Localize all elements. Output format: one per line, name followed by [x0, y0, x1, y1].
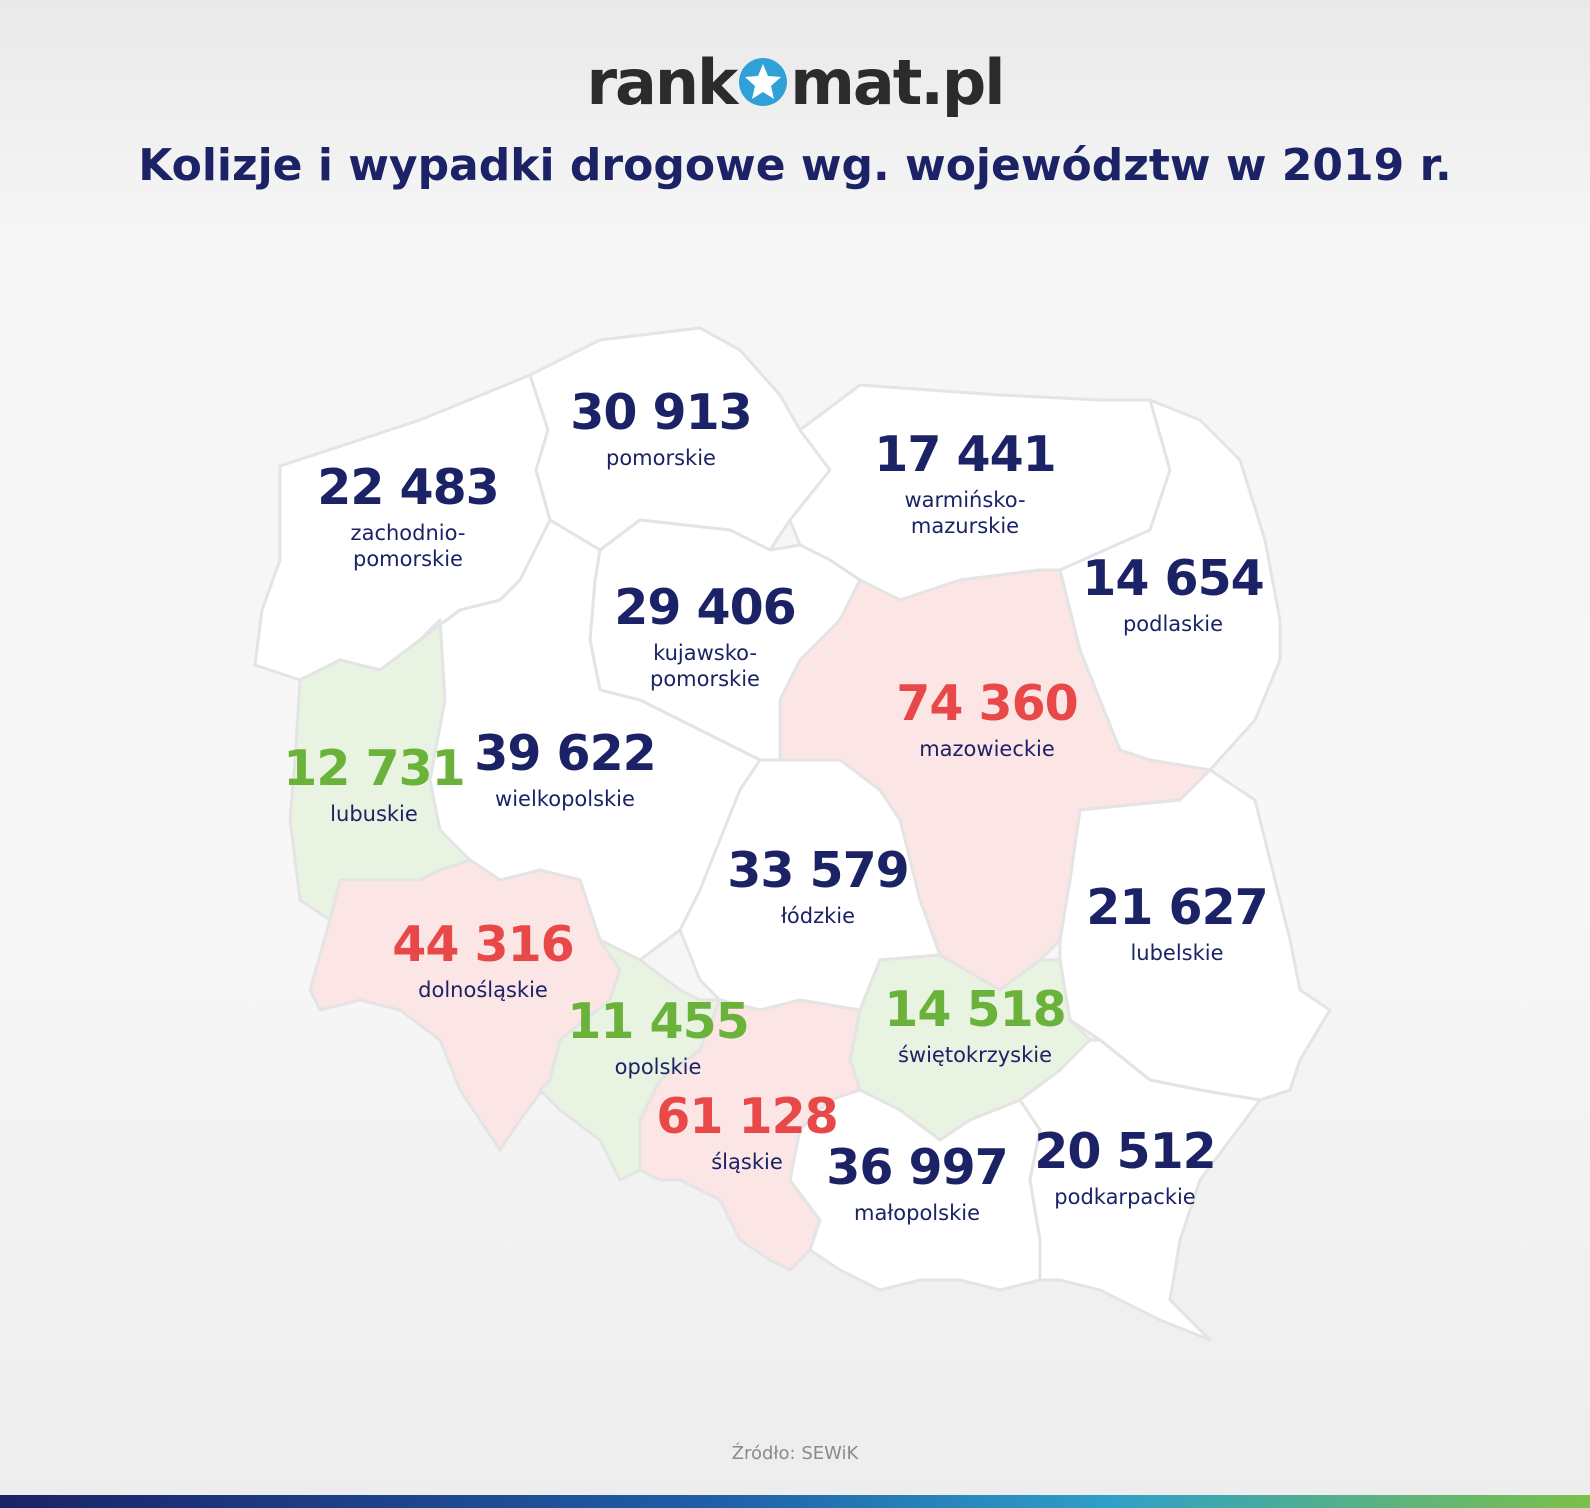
name-opolskie: opolskie: [614, 1055, 702, 1079]
value-podkarpackie: 20 512: [1034, 1123, 1217, 1180]
value-mazowieckie: 74 360: [896, 675, 1079, 732]
name-wielkopolskie: wielkopolskie: [495, 787, 635, 811]
value-malopolskie: 36 997: [826, 1139, 1009, 1196]
label-lubuskie: 12 731 lubuskie: [283, 740, 466, 827]
value-podlaskie: 14 654: [1082, 550, 1265, 607]
name-swietokrzyskie: świętokrzyskie: [897, 1043, 1053, 1067]
name-warminsko-mazurskie: warmińsko- mazurskie: [904, 488, 1026, 538]
name-dolnoslaskie: dolnośląskie: [418, 978, 548, 1002]
label-lubelskie: 21 627 lubelskie: [1086, 879, 1269, 966]
source-note: Źródło: SEWiK: [731, 1443, 859, 1464]
value-warminsko-mazurskie: 17 441: [874, 426, 1057, 483]
page-title: Kolizje i wypadki drogowe wg. województw…: [138, 140, 1452, 191]
logo-text-rank: rank: [586, 46, 738, 119]
value-lubuskie: 12 731: [283, 740, 466, 797]
label-opolskie: 11 455 opolskie: [567, 993, 750, 1080]
label-zachodniopomorskie: 22 483 zachodnio- pomorskie: [317, 459, 500, 572]
value-dolnoslaskie: 44 316: [392, 916, 575, 973]
value-swietokrzyskie: 14 518: [884, 981, 1067, 1038]
label-wielkopolskie: 39 622 wielkopolskie: [474, 725, 657, 812]
value-opolskie: 11 455: [567, 993, 750, 1050]
label-slaskie: 61 128 śląskie: [656, 1088, 839, 1175]
name-lodzkie: łódzkie: [780, 904, 856, 928]
label-mazowieckie: 74 360 mazowieckie: [896, 675, 1079, 762]
value-wielkopolskie: 39 622: [474, 725, 657, 782]
name-kujawsko-pomorskie: kujawsko- pomorskie: [650, 641, 760, 691]
name-lubuskie: lubuskie: [330, 802, 418, 826]
region-pomorskie: [528, 326, 832, 552]
name-podlaskie: podlaskie: [1122, 612, 1224, 636]
name-lubelskie: lubelskie: [1130, 941, 1224, 965]
value-zachodniopomorskie: 22 483: [317, 459, 500, 516]
region-podkarpackie: [1018, 1038, 1262, 1342]
brand-logo: rank mat.pl: [0, 48, 1590, 118]
name-slaskie: śląskie: [711, 1150, 783, 1174]
label-pomorskie: 30 913 pomorskie: [570, 384, 753, 471]
value-lodzkie: 33 579: [727, 842, 910, 899]
name-pomorskie: pomorskie: [606, 446, 716, 470]
label-swietokrzyskie: 14 518 świętokrzyskie: [884, 981, 1067, 1068]
region-opolskie: [538, 938, 722, 1182]
value-kujawsko-pomorskie: 29 406: [614, 579, 797, 636]
star-icon: [739, 58, 788, 106]
value-pomorskie: 30 913: [570, 384, 753, 441]
footer-gradient-bar: [0, 1495, 1590, 1508]
label-warminsko-mazurskie: 17 441 warmińsko- mazurskie: [874, 426, 1057, 539]
logo-text-mat: mat.pl: [790, 46, 1005, 119]
region-malopolskie: [788, 1088, 1042, 1292]
value-slaskie: 61 128: [656, 1088, 839, 1145]
name-zachodniopomorskie: zachodnio- pomorskie: [350, 521, 466, 571]
label-podlaskie: 14 654 podlaskie: [1082, 550, 1265, 637]
label-malopolskie: 36 997 małopolskie: [826, 1139, 1009, 1226]
name-mazowieckie: mazowieckie: [919, 737, 1055, 761]
label-kujawsko-pomorskie: 29 406 kujawsko- pomorskie: [614, 579, 797, 692]
name-podkarpackie: podkarpackie: [1054, 1185, 1196, 1209]
label-podkarpackie: 20 512 podkarpackie: [1034, 1123, 1217, 1210]
name-malopolskie: małopolskie: [853, 1201, 980, 1225]
label-lodzkie: 33 579 łódzkie: [727, 842, 910, 929]
label-dolnoslaskie: 44 316 dolnośląskie: [392, 916, 575, 1003]
value-lubelskie: 21 627: [1086, 879, 1269, 936]
